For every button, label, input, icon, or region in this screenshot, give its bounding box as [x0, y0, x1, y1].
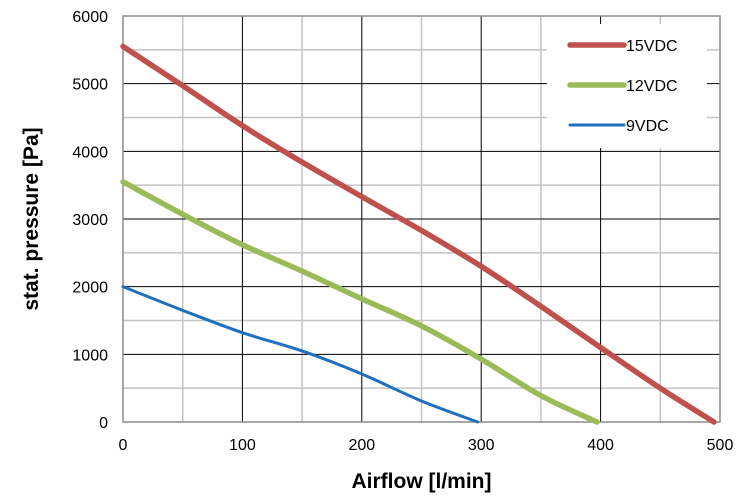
x-axis-label: Airflow [l/min]	[352, 470, 492, 493]
y-tick-label: 6000	[72, 9, 108, 26]
y-tick-label: 1000	[72, 347, 108, 364]
y-tick-label: 0	[99, 415, 108, 432]
y-tick-label: 2000	[72, 280, 108, 297]
x-tick-labels: 0 100 200 300 400 500	[119, 437, 734, 454]
y-tick-label: 4000	[72, 144, 108, 161]
y-axis-label: stat. pressure [Pa]	[20, 127, 43, 310]
y-tick-label: 5000	[72, 77, 108, 94]
legend: 15VDC 12VDC 9VDC	[547, 24, 707, 148]
legend-label-15vdc: 15VDC	[626, 38, 678, 55]
series-layer	[120, 43, 717, 425]
legend-label-12vdc: 12VDC	[626, 78, 678, 95]
x-tick-label: 200	[348, 437, 375, 454]
series-line-15vdc	[120, 43, 717, 425]
series-line-12vdc	[120, 179, 600, 425]
x-tick-label: 100	[229, 437, 256, 454]
legend-label-9vdc: 9VDC	[626, 118, 669, 135]
x-tick-label: 500	[707, 437, 734, 454]
x-tick-label: 400	[587, 437, 614, 454]
series-line-9vdc	[121, 285, 480, 424]
x-tick-label: 300	[468, 437, 495, 454]
y-tick-label: 3000	[72, 212, 108, 229]
x-tick-label: 0	[119, 437, 128, 454]
plot-border	[122, 15, 721, 423]
y-tick-labels: 0 1000 2000 3000 4000 5000 6000	[72, 9, 108, 432]
